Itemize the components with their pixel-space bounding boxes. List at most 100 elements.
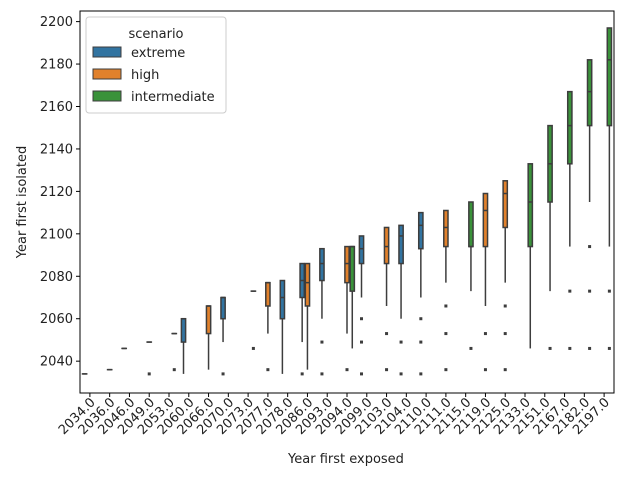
box-2066.0-high [205,305,212,370]
flier-2103.0-high-2053 [385,332,389,336]
legend-label-extreme: extreme [131,46,185,61]
box-body-2182.0-intermediate [586,59,593,127]
flier-2104.0-extreme-2034 [399,372,403,376]
flier-2070.0-extreme-2034 [221,372,225,376]
box-body-2094.0-intermediate [349,245,356,292]
box-2094.0-high [344,245,350,372]
box-2104.0-extreme [398,224,404,376]
box-2049.0-high [146,341,153,376]
x-axis-label: Year first exposed [287,452,404,467]
box-2053.0-intermediate [171,332,178,372]
flier-2167.0-intermediate-2046 [568,346,572,350]
y-tick-label-2180: 2180 [40,58,73,73]
plot-frame [79,10,615,394]
flier-2125.0-high-2066 [503,304,507,308]
box-body-2060.0-extreme [180,317,187,343]
box-2070.0-extreme [220,296,226,376]
y-tick-label-2160: 2160 [40,100,73,115]
box-2078.0-extreme [279,279,286,374]
box-body-2111.0-high [443,209,449,248]
box-body-2077.0-high [265,281,271,307]
flier-2111.0-high-2053 [444,332,448,336]
box-2094.0-intermediate [349,245,356,349]
y-tick-label-2200: 2200 [40,15,73,30]
flier-2197.0-intermediate-2073 [607,289,611,293]
box-body-2125.0-high [502,180,509,229]
box-2077.0-high [265,281,271,372]
box-2182.0-intermediate [586,59,593,350]
flier-2099.0-extreme-2060 [360,317,364,321]
box-body-2115.0-intermediate [468,201,474,248]
box-body-2086.0-high [304,262,311,307]
y-tick-label-2040: 2040 [40,355,73,370]
box-body-2070.0-extreme [220,296,226,320]
legend-title: scenario [128,27,183,42]
box-2197.0-intermediate [606,27,613,350]
flier-2197.0-intermediate-2046 [607,346,611,350]
legend-swatch-high [92,68,122,80]
flier-2049.0-high-2034 [147,372,151,376]
y-tick-label-2120: 2120 [40,185,73,200]
flier-2182.0-intermediate-2094 [588,245,592,249]
box-body-2066.0-high [205,305,212,335]
y-axis-label: Year first isolated [15,146,30,259]
box-2099.0-extreme [358,235,365,376]
box-2151.0-intermediate [547,124,553,350]
box-body-2110.0-extreme [417,211,424,250]
flier-2094.0-high-2036 [345,368,349,372]
flier-2115.0-intermediate-2046 [469,346,473,350]
y-tick-label-2060: 2060 [40,312,73,327]
flier-2093.0-extreme-2049 [320,340,324,344]
flier-2182.0-intermediate-2046 [588,346,592,350]
box-body-2197.0-intermediate [606,27,613,127]
box-2167.0-intermediate [566,90,573,350]
legend-label-intermediate: intermediate [131,90,215,105]
legend-frame [85,16,227,114]
flier-2125.0-high-2053 [503,332,507,336]
box-2060.0-extreme [180,317,187,374]
flier-2167.0-intermediate-2073 [568,289,572,293]
box-body-2099.0-extreme [358,235,365,265]
box-body-2119.0-high [482,192,489,248]
y-tick-label-2100: 2100 [40,227,73,242]
flier-2119.0-high-2036 [483,368,487,372]
flier-2182.0-intermediate-2073 [588,289,592,293]
box-2119.0-high [482,192,489,372]
box-2086.0-high [304,262,311,370]
flier-2103.0-high-2036 [385,368,389,372]
y-tick-label-2140: 2140 [40,142,73,157]
box-2125.0-high [502,180,509,372]
flier-2053.0-intermediate-2036 [172,368,176,372]
legend-swatch-intermediate [92,90,122,102]
legend-swatch-extreme [92,46,122,58]
flier-2093.0-extreme-2034 [320,372,324,376]
flier-2110.0-extreme-2034 [419,372,423,376]
flier-2111.0-high-2066 [444,304,448,308]
box-2073.0-intermediate [250,290,257,350]
plot-marks [81,27,613,376]
box-2115.0-intermediate [468,201,474,350]
legend-label-high: high [131,68,159,83]
box-body-2133.0-intermediate [527,163,534,248]
legend: scenario extreme high intermediate [85,16,227,114]
y-tick-label-2080: 2080 [40,270,73,285]
flier-2110.0-extreme-2060 [419,317,423,321]
y-axis: 2040 2060 2080 2100 2120 2140 2160 2180 2200 [40,15,80,370]
flier-2119.0-high-2053 [483,332,487,336]
flier-2077.0-high-2036 [266,368,270,372]
box-body-2093.0-extreme [319,247,325,282]
box-2086.0-extreme [299,262,306,376]
box-2103.0-high [383,226,390,372]
box-2111.0-high [443,209,449,372]
box-body-2078.0-extreme [279,279,286,320]
flier-2104.0-extreme-2049 [399,340,403,344]
box-2093.0-extreme [319,247,325,376]
flier-2073.0-intermediate-2046 [251,346,255,350]
flier-2099.0-extreme-2034 [360,372,364,376]
box-body-2103.0-high [383,226,390,265]
x-axis: 2034.02036.02046.02049.02053.02060.02066… [56,393,613,438]
box-body-2104.0-extreme [398,224,404,265]
flier-2086.0-extreme-2034 [300,372,304,376]
flier-2151.0-intermediate-2046 [548,346,552,350]
